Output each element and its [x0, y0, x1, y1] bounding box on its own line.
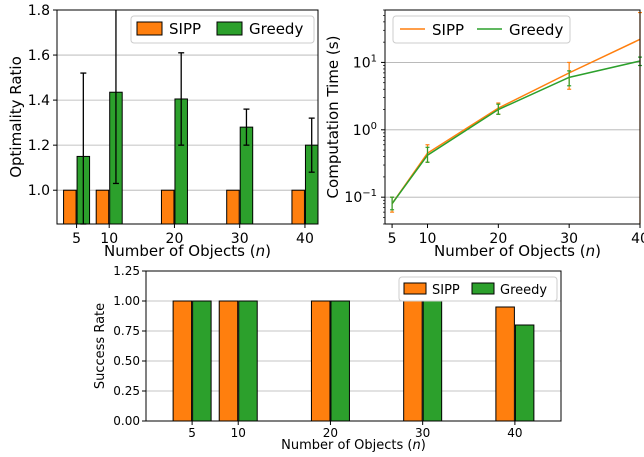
x-tick-label: 20	[166, 231, 184, 247]
x-tick-label: 30	[415, 426, 430, 440]
y-tick-label: 1.8	[28, 3, 50, 19]
legend-label-sipp: SIPP	[169, 20, 201, 38]
line-sipp	[391, 38, 641, 205]
tick-marks: 10−1 100 101 5 10 20 30 40	[344, 9, 644, 247]
y-tick-label: 100	[353, 121, 377, 139]
series-lines	[391, 38, 641, 205]
y-tick-label: 10−1	[344, 188, 377, 206]
bar-sipp	[95, 189, 110, 225]
legend-label-greedy: Greedy	[509, 21, 563, 39]
legend-label-greedy: Greedy	[500, 283, 547, 298]
error-bars	[80, 10, 315, 225]
x-tick-label: 30	[231, 231, 249, 247]
y-axis-label: Computation Time (s)	[324, 36, 342, 199]
bar-sipp	[495, 306, 515, 422]
success-rate-chart: 0.00 0.25 0.50 0.75 1.00 1.25 5 10 20 30 40 Succes…	[93, 264, 562, 453]
computation-time-chart: 10−1 100 101 5 10 20 30 40 Computation Time (s)…	[324, 9, 644, 260]
bar-sipp	[310, 300, 331, 422]
legend-swatch-sipp	[136, 21, 163, 36]
grid-lines	[385, 62, 640, 198]
bar-sipp	[218, 300, 239, 422]
y-tick-label: 0.50	[113, 354, 140, 368]
bar-sipp	[172, 300, 193, 422]
x-tick-label: 20	[489, 231, 507, 247]
tick-marks: 1.0 1.2 1.4 1.6 1.8 5 10 20 30 40	[28, 3, 314, 247]
y-tick-label: 0.25	[113, 384, 140, 398]
x-tick-label: 40	[296, 231, 314, 247]
bar-greedy	[422, 300, 443, 422]
legend-label-sipp: SIPP	[432, 283, 460, 298]
legend: SIPP Greedy	[130, 15, 315, 44]
plot-frame	[145, 270, 562, 422]
x-tick-label: 20	[323, 426, 338, 440]
plot-frame	[384, 9, 641, 225]
x-tick-label: 5	[388, 231, 397, 247]
x-tick-label: 40	[507, 426, 522, 440]
y-tick-label: 1.00	[113, 294, 140, 308]
x-axis-label: Number of Objects (n)	[104, 242, 271, 260]
x-tick-label: 30	[560, 231, 578, 247]
x-tick-label: 10	[419, 231, 437, 247]
bar-greedy	[192, 300, 212, 422]
x-tick-label: 5	[72, 231, 81, 247]
plot-frame	[56, 9, 319, 225]
y-tick-label: 0.75	[113, 324, 140, 338]
x-axis-label: Number of Objects (n)	[434, 242, 601, 260]
y-tick-label: 1.0	[28, 183, 50, 199]
legend: SIPP Greedy	[392, 15, 571, 44]
legend: SIPP Greedy	[398, 276, 558, 302]
line-greedy	[391, 60, 641, 205]
bar-greedy	[514, 324, 535, 422]
bar-sipp	[226, 189, 240, 225]
y-axis-label: Success Rate	[93, 303, 108, 389]
y-tick-label: 1.4	[28, 93, 50, 109]
bar-greedy	[330, 300, 350, 422]
y-tick-label: 1.2	[28, 138, 50, 154]
legend-label-greedy: Greedy	[249, 20, 303, 38]
optimality-ratio-chart: 1.0 1.2 1.4 1.6 1.8 5 10 20 30 40 Optimality Rati…	[7, 3, 319, 260]
bars	[63, 91, 319, 225]
bar-greedy	[238, 300, 258, 422]
y-tick-label: 1.25	[113, 264, 140, 278]
y-tick-label: 101	[353, 53, 377, 71]
legend-label-sipp: SIPP	[432, 21, 464, 39]
y-axis-label: Optimality Ratio	[7, 56, 25, 178]
x-tick-label: 5	[188, 426, 196, 440]
bar-sipp	[291, 189, 305, 225]
x-tick-label: 10	[100, 231, 118, 247]
legend-swatch-greedy	[216, 21, 243, 36]
legend-swatch-sipp	[403, 282, 427, 295]
x-axis-label: Number of Objects (n)	[281, 438, 426, 453]
x-tick-label: 10	[231, 426, 246, 440]
x-tick-label: 40	[631, 231, 644, 247]
bar-sipp	[63, 189, 77, 225]
y-tick-label: 0.00	[113, 414, 140, 428]
bar-sipp	[160, 189, 175, 225]
y-tick-label: 1.6	[28, 48, 50, 64]
tick-marks: 0.00 0.25 0.50 0.75 1.00 1.25 5 10 20 30 40	[113, 264, 522, 440]
bar-sipp	[403, 300, 423, 422]
legend-swatch-greedy	[471, 282, 495, 295]
error-bars	[390, 11, 642, 224]
